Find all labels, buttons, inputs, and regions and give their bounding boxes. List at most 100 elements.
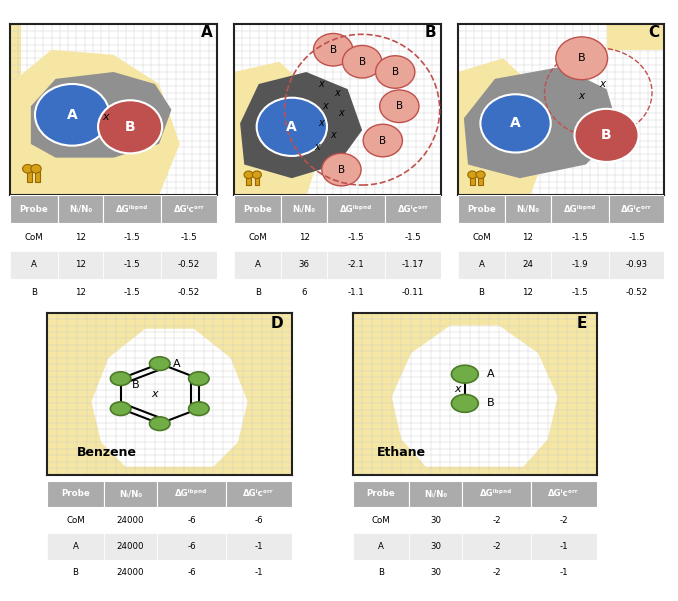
Circle shape — [149, 417, 170, 430]
Circle shape — [376, 56, 415, 88]
Text: -1.5: -1.5 — [572, 288, 588, 297]
Text: -1.5: -1.5 — [348, 233, 364, 242]
Text: B: B — [330, 44, 337, 55]
Text: x: x — [334, 88, 340, 97]
Text: ΔGⁱᴄᵒʳʳ: ΔGⁱᴄᵒʳʳ — [621, 205, 652, 214]
Bar — [104, 534, 157, 560]
Circle shape — [313, 34, 353, 66]
Bar — [58, 223, 103, 251]
Text: Nᵢ/N₀: Nᵢ/N₀ — [119, 489, 142, 498]
Polygon shape — [234, 62, 321, 195]
Bar — [609, 251, 664, 279]
Text: A: A — [201, 25, 212, 40]
Bar — [531, 560, 597, 586]
Text: -0.93: -0.93 — [626, 260, 647, 269]
Text: -1: -1 — [559, 569, 568, 578]
Text: -1.5: -1.5 — [572, 233, 588, 242]
Bar — [458, 195, 505, 223]
Text: 24000: 24000 — [117, 516, 144, 525]
Bar — [157, 507, 226, 534]
Bar — [353, 534, 409, 560]
Text: C: C — [649, 25, 660, 40]
Text: x: x — [338, 108, 344, 118]
Text: Ethane: Ethane — [377, 445, 426, 459]
Bar — [226, 507, 292, 534]
Circle shape — [244, 171, 253, 178]
Text: -1.5: -1.5 — [124, 233, 140, 242]
Text: -2: -2 — [492, 516, 501, 525]
Circle shape — [574, 109, 639, 162]
Bar — [458, 223, 505, 251]
Text: -1.5: -1.5 — [124, 288, 140, 297]
Bar — [551, 251, 609, 279]
Bar — [531, 507, 597, 534]
Polygon shape — [392, 326, 557, 466]
Text: Probe: Probe — [366, 489, 395, 498]
Bar — [551, 279, 609, 307]
Text: -1.1: -1.1 — [348, 288, 364, 297]
Bar — [234, 251, 281, 279]
Circle shape — [149, 357, 170, 370]
Text: ΔGⁱᵇᵖⁿᵈ: ΔGⁱᵇᵖⁿᵈ — [481, 489, 513, 498]
Text: x: x — [322, 101, 327, 111]
Circle shape — [98, 100, 162, 153]
Text: x: x — [318, 118, 323, 129]
Text: Probe: Probe — [243, 205, 272, 214]
Text: Nᵢ/N₀: Nᵢ/N₀ — [424, 489, 447, 498]
Circle shape — [342, 46, 382, 78]
Bar — [104, 560, 157, 586]
Bar — [103, 251, 161, 279]
Text: E: E — [577, 316, 587, 331]
Bar — [531, 534, 597, 560]
Text: Nᵢ/N₀: Nᵢ/N₀ — [517, 205, 540, 214]
Bar — [409, 560, 462, 586]
Bar — [385, 223, 441, 251]
Text: A: A — [31, 260, 37, 269]
Text: -6: -6 — [187, 516, 196, 525]
Text: -0.52: -0.52 — [178, 288, 200, 297]
Text: 24000: 24000 — [117, 542, 144, 551]
Text: 30: 30 — [430, 516, 441, 525]
Polygon shape — [31, 72, 172, 157]
Text: B: B — [125, 120, 136, 134]
Polygon shape — [92, 329, 247, 466]
Circle shape — [380, 90, 419, 123]
Text: A: A — [510, 117, 521, 130]
Bar — [246, 175, 251, 185]
Circle shape — [111, 372, 131, 385]
Text: -1.5: -1.5 — [180, 233, 197, 242]
Bar — [281, 223, 327, 251]
Bar — [281, 195, 327, 223]
Bar — [505, 251, 551, 279]
Text: ΔGⁱᵇᵖⁿᵈ: ΔGⁱᵇᵖⁿᵈ — [116, 205, 148, 214]
Text: x: x — [102, 112, 108, 121]
Bar — [462, 560, 531, 586]
Text: -0.11: -0.11 — [401, 288, 424, 297]
Text: D: D — [271, 316, 283, 331]
Bar — [385, 195, 441, 223]
Text: B: B — [578, 53, 586, 63]
Text: x: x — [318, 79, 323, 89]
Polygon shape — [20, 24, 217, 195]
Text: 36: 36 — [299, 260, 310, 269]
Text: -2: -2 — [492, 542, 501, 551]
Bar — [26, 171, 32, 182]
Text: 30: 30 — [430, 569, 441, 578]
Text: A: A — [487, 369, 494, 379]
Bar — [157, 560, 226, 586]
Bar — [458, 279, 505, 307]
Text: CoM: CoM — [24, 233, 43, 242]
Bar — [479, 175, 483, 185]
Bar — [385, 251, 441, 279]
Polygon shape — [458, 58, 549, 195]
Text: 12: 12 — [299, 233, 310, 242]
Text: A: A — [73, 542, 79, 551]
Bar — [234, 223, 281, 251]
Bar — [10, 279, 58, 307]
Text: B: B — [379, 135, 386, 145]
Text: A: A — [479, 260, 484, 269]
Bar — [462, 507, 531, 534]
Bar — [609, 223, 664, 251]
Bar — [470, 175, 475, 185]
Circle shape — [363, 124, 403, 157]
